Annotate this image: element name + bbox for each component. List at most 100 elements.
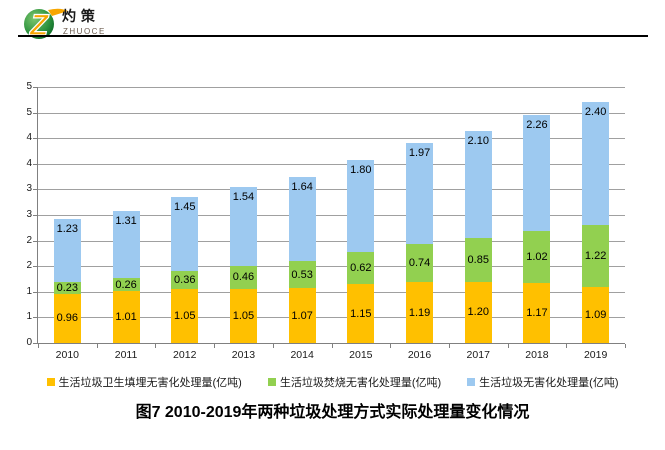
bar-segment-landfill: 1.07 xyxy=(288,288,316,343)
data-label: 2.10 xyxy=(467,134,489,147)
legend-swatch-icon xyxy=(467,378,476,386)
data-label: 1.31 xyxy=(115,214,137,227)
legend-label: 生活垃圾无害化处理量(亿吨) xyxy=(479,377,619,389)
data-label: 1.54 xyxy=(232,190,255,203)
bar-segment-incineration: 1.22 xyxy=(582,224,610,288)
bar-segment-total: 2.10 xyxy=(464,130,492,239)
bar-segment-total: 1.31 xyxy=(112,210,140,278)
x-axis-label: 2012 xyxy=(173,349,197,361)
y-axis-label: 4 xyxy=(26,157,32,169)
bar-segment-landfill: 1.05 xyxy=(171,289,199,343)
bar-segment-incineration: 1.02 xyxy=(523,230,551,284)
data-label: 2.26 xyxy=(526,119,548,132)
y-axis-tick xyxy=(33,87,37,88)
data-label: 1.97 xyxy=(408,147,431,160)
data-label: 0.85 xyxy=(467,253,489,266)
bar-segment-landfill: 1.01 xyxy=(112,291,140,343)
bar-segment-landfill: 1.15 xyxy=(347,284,375,343)
legend-swatch-icon xyxy=(46,378,55,386)
bar-segment-incineration: 0.36 xyxy=(171,270,199,290)
x-axis-line xyxy=(37,343,625,344)
x-axis-tick xyxy=(331,344,333,348)
x-axis-label: 2015 xyxy=(349,349,373,361)
data-label: 0.53 xyxy=(291,268,313,281)
gridline xyxy=(38,317,625,319)
data-label: 2.40 xyxy=(584,105,607,118)
gridline xyxy=(38,138,625,140)
chart-legend: 生活垃圾卫生填埋无害化处理量(亿吨) 生活垃圾焚烧无害化处理量(亿吨) 生活垃圾无害… xyxy=(0,374,665,390)
y-axis-label: 2 xyxy=(26,234,32,246)
x-axis-label: 2013 xyxy=(231,349,256,361)
bar-segment-total: 2.40 xyxy=(582,101,610,225)
y-axis-label: 1 xyxy=(26,285,32,297)
x-axis-label: 2018 xyxy=(525,349,549,361)
bar-segment-total: 1.45 xyxy=(171,196,199,271)
y-axis-label: 2 xyxy=(26,260,32,272)
x-axis-tick xyxy=(272,344,274,348)
bar-segment-total: 1.54 xyxy=(229,186,257,266)
legend-label: 生活垃圾卫生填埋无害化处理量(亿吨) xyxy=(58,377,242,389)
gridline xyxy=(38,189,625,191)
bar-segment-incineration: 0.53 xyxy=(288,261,316,289)
x-axis-tick xyxy=(155,344,157,348)
svg-text:Z: Z xyxy=(29,9,50,42)
data-label: 1.07 xyxy=(291,309,313,322)
data-label: 0.36 xyxy=(174,274,196,286)
data-label: 0.26 xyxy=(115,278,137,291)
bar-segment-total: 1.23 xyxy=(53,219,81,283)
y-axis-label: 5 xyxy=(26,81,32,92)
bar-segment-incineration: 0.46 xyxy=(229,265,257,290)
data-label: 1.02 xyxy=(526,250,548,263)
x-axis-tick xyxy=(566,344,568,348)
x-axis-tick xyxy=(390,344,392,348)
gridline xyxy=(38,215,625,216)
x-axis-tick xyxy=(507,344,509,348)
data-label: 1.20 xyxy=(467,306,489,319)
bar-segment-incineration: 0.26 xyxy=(112,277,140,292)
bar-segment-incineration: 0.23 xyxy=(53,282,81,294)
logo-name-en: ZHUOCE xyxy=(63,27,106,36)
y-axis-tick xyxy=(33,138,37,140)
data-label: 1.05 xyxy=(232,310,255,323)
legend-item: 生活垃圾焚烧无害化处理量(亿吨) xyxy=(267,374,442,390)
x-axis-label: 2010 xyxy=(55,349,80,361)
bar-segment-landfill: 1.17 xyxy=(523,283,551,343)
bar-segment-landfill: 1.09 xyxy=(582,287,610,343)
y-axis-label: 0 xyxy=(26,337,32,348)
y-axis-line xyxy=(37,87,38,344)
bar-segment-landfill: 0.96 xyxy=(53,293,81,343)
x-axis-tick xyxy=(38,344,39,348)
x-axis-tick xyxy=(96,344,98,348)
bar-segment-total: 1.80 xyxy=(347,160,375,253)
y-axis-tick xyxy=(33,163,37,165)
bar-segment-total: 1.97 xyxy=(406,143,434,245)
bar-segment-incineration: 0.85 xyxy=(464,238,492,282)
data-label: 1.64 xyxy=(291,181,313,194)
legend-swatch-icon xyxy=(267,378,276,386)
data-label: 1.15 xyxy=(350,307,372,320)
chart-title: 图7 2010-2019年两种垃圾处理方式实际处理量变化情况 xyxy=(135,404,530,421)
legend-label: 生活垃圾焚烧无害化处理量(亿吨) xyxy=(279,377,442,389)
x-axis-label: 2014 xyxy=(290,349,314,361)
x-axis-label: 2011 xyxy=(114,349,138,361)
logo-mark-icon: Z xyxy=(24,8,68,43)
x-axis-label: 2017 xyxy=(466,349,490,361)
data-label: 0.62 xyxy=(350,262,372,275)
x-axis-tick xyxy=(448,344,450,348)
y-axis-tick xyxy=(33,317,37,319)
y-axis-label: 4 xyxy=(26,132,32,144)
data-label: 1.17 xyxy=(526,307,548,320)
gridline xyxy=(38,163,625,165)
y-axis-tick xyxy=(33,112,37,114)
y-axis-tick xyxy=(33,240,37,242)
x-axis-tick xyxy=(625,344,626,348)
y-axis-tick xyxy=(33,291,37,293)
y-axis-label: 1 xyxy=(26,311,32,323)
x-axis-label: 2016 xyxy=(407,349,432,361)
data-label: 1.23 xyxy=(56,223,79,236)
bar-segment-total: 2.26 xyxy=(523,115,551,231)
data-label: 0.23 xyxy=(56,281,79,294)
y-axis-label: 3 xyxy=(26,209,32,220)
